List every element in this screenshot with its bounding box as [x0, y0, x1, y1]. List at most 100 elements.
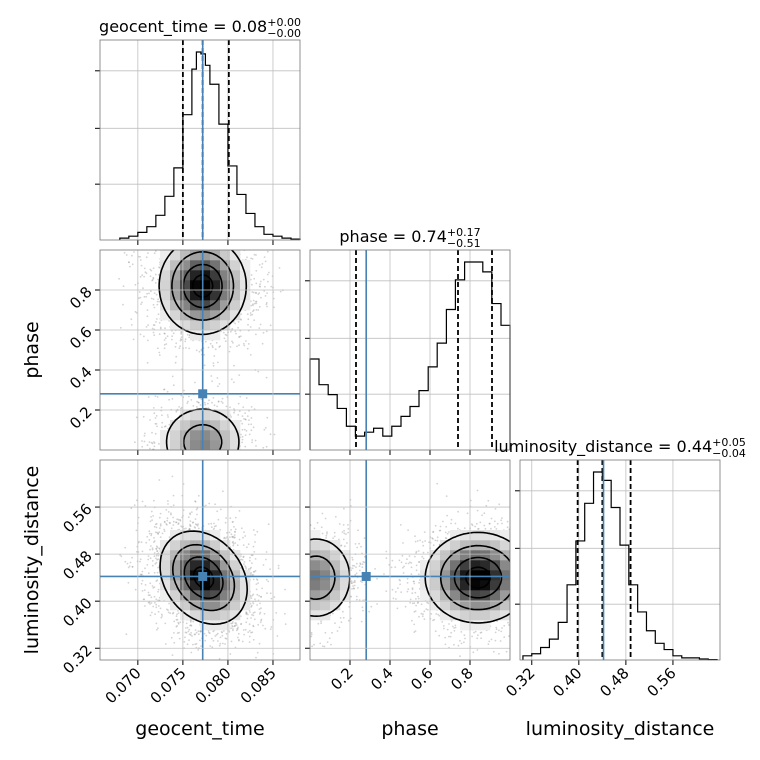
sample-point [257, 370, 260, 373]
sample-point [252, 624, 255, 627]
sample-point [163, 521, 166, 523]
sample-point [251, 313, 254, 316]
density-cell [170, 300, 181, 311]
sample-point [230, 529, 233, 531]
sample-point [253, 319, 256, 322]
sample-point [133, 251, 135, 253]
sample-point [243, 531, 245, 533]
sample-point [238, 638, 240, 641]
sample-point [149, 275, 152, 278]
density-cell [200, 320, 211, 331]
sample-point [238, 639, 240, 642]
sample-point [147, 252, 149, 255]
sample-point [122, 303, 124, 306]
sample-point [160, 613, 163, 616]
sample-point [230, 627, 233, 630]
density-cell [230, 590, 241, 601]
sample-point [232, 628, 234, 630]
sample-point [155, 557, 157, 560]
sample-point [188, 336, 191, 339]
sample-point [219, 642, 222, 645]
density-cell [230, 570, 241, 581]
sample-point [152, 298, 155, 300]
sample-point [269, 568, 271, 571]
sample-point [240, 527, 243, 530]
density-cell [190, 250, 201, 261]
sample-point [255, 309, 258, 311]
density-cell [210, 410, 221, 421]
sample-point [242, 536, 244, 539]
hist-frame-geocent_time [99, 39, 301, 241]
sample-point [207, 402, 209, 405]
sample-point [157, 610, 160, 613]
sample-point [262, 331, 265, 334]
sample-point [188, 395, 190, 398]
sample-point [264, 426, 267, 429]
sample-point [197, 527, 200, 530]
sample-point [230, 416, 233, 418]
density-cell [230, 600, 241, 611]
sample-point [233, 408, 235, 410]
sample-point [261, 342, 264, 345]
sample-point [170, 512, 172, 515]
sample-point [238, 374, 241, 376]
sample-point [188, 527, 191, 530]
sample-point [138, 291, 141, 293]
sample-point [247, 323, 249, 326]
sample-point [153, 525, 156, 528]
density-cell [210, 330, 221, 341]
sample-point [220, 400, 223, 403]
sample-point [152, 407, 155, 409]
sample-point [269, 433, 272, 436]
sample-point [135, 499, 138, 502]
sample-point [139, 560, 141, 563]
sample-point [270, 597, 273, 600]
sample-point [173, 620, 176, 623]
sample-point [152, 324, 155, 326]
sample-point [123, 251, 126, 254]
sample-point [130, 324, 133, 326]
sample-point [247, 631, 250, 633]
density-cell [220, 420, 231, 431]
sample-point [135, 529, 138, 532]
sample-point [153, 292, 156, 294]
sample-point [168, 320, 171, 322]
sample-point [245, 397, 248, 399]
density-cell [220, 320, 231, 331]
sample-point [153, 412, 156, 415]
sample-point [221, 634, 224, 637]
sample-point [249, 326, 252, 328]
sample-point [247, 318, 250, 321]
sample-point [277, 564, 280, 567]
sample-point [232, 629, 234, 632]
contour-line [172, 543, 236, 612]
density-cell [200, 530, 211, 541]
sample-point [232, 341, 234, 344]
sample-point [167, 503, 169, 505]
sample-point [150, 510, 153, 513]
density-cell [240, 280, 251, 291]
density-cell [210, 600, 221, 611]
sample-point [159, 326, 162, 329]
density-cell [160, 560, 171, 571]
sample-point [156, 300, 159, 303]
sample-point [244, 535, 247, 537]
sample-point [215, 525, 217, 527]
sample-point [269, 628, 272, 630]
sample-point [256, 651, 259, 654]
sample-point [200, 629, 202, 632]
sample-point [120, 555, 123, 558]
sample-point [189, 513, 192, 516]
sample-point [161, 615, 164, 617]
sample-point [172, 516, 175, 519]
sample-point [217, 518, 220, 521]
sample-point [255, 583, 258, 585]
sample-point [200, 630, 203, 633]
sample-point [255, 656, 257, 659]
sample-point [207, 631, 210, 634]
sample-point [233, 625, 236, 627]
sample-point [225, 405, 228, 408]
sample-point [156, 425, 158, 428]
sample-point [216, 632, 219, 635]
density-cell [190, 440, 201, 450]
